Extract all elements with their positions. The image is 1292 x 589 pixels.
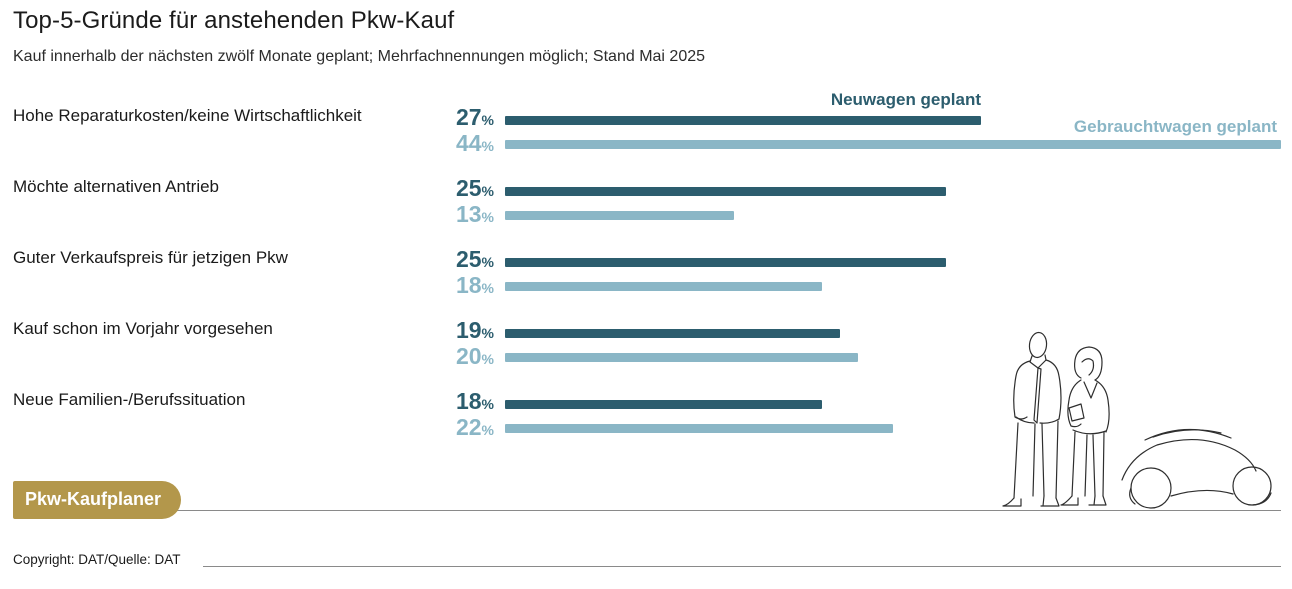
legend-gebrauchtwagen: Gebrauchtwagen geplant — [1073, 117, 1277, 136]
bar-used-car — [505, 282, 823, 291]
category-label: Neue Familien-/Berufssituation — [13, 390, 246, 409]
value-label-used: 44% — [455, 130, 494, 156]
value-label-new: 25% — [455, 175, 494, 201]
bar-used-car — [505, 211, 735, 220]
value-label-used: 20% — [455, 343, 494, 369]
page-subtitle: Kauf innerhalb der nächsten zwölf Monate… — [13, 48, 706, 65]
car-sketch — [1121, 428, 1272, 509]
chart-row: Guter Verkaufspreis für jetzigen Pkw 25% 1… — [0, 238, 1292, 309]
legend-neuwagen: Neuwagen geplant — [830, 90, 981, 109]
bar-new-car — [505, 116, 982, 125]
copyright-text: Copyright: DAT/Quelle: DAT — [13, 552, 181, 567]
couple-and-car-illustration — [1002, 331, 1272, 509]
category-label: Möchte alternativen Antrieb — [13, 177, 220, 196]
badge: Pkw-Kaufplaner — [13, 481, 182, 519]
bar-new-car — [505, 187, 946, 196]
value-label-used: 13% — [455, 201, 494, 227]
value-label-new: 25% — [455, 246, 494, 272]
bar-used-car — [505, 353, 858, 362]
value-label-used: 22% — [455, 414, 494, 440]
chart-row: Hohe Reparaturkosten/keine Wirtschaftlic… — [0, 96, 1292, 167]
bar-new-car — [505, 329, 841, 338]
category-label: Hohe Reparaturkosten/keine Wirtschaftlic… — [13, 106, 362, 125]
footer-divider — [203, 566, 1281, 567]
value-label-used: 18% — [455, 272, 494, 298]
category-label: Kauf schon im Vorjahr vorgesehen — [13, 319, 273, 338]
chart-row: Neue Familien-/Berufssituation 18% 22% — [0, 380, 1292, 451]
chart-row: Kauf schon im Vorjahr vorgesehen 19% 20% — [0, 309, 1292, 380]
bar-new-car — [505, 400, 823, 409]
ground-line — [142, 510, 1281, 511]
value-label-new: 27% — [455, 104, 494, 130]
chart-row: Möchte alternativen Antrieb 25% 13% — [0, 167, 1292, 238]
bar-used-car — [505, 140, 1281, 149]
bar-new-car — [505, 258, 946, 267]
category-label: Guter Verkaufspreis für jetzigen Pkw — [13, 248, 288, 267]
value-label-new: 19% — [455, 317, 494, 343]
bar-used-car — [505, 424, 893, 433]
woman-sketch — [1060, 346, 1110, 506]
page-title: Top-5-Gründe für anstehenden Pkw-Kauf — [13, 7, 455, 34]
man-sketch — [1002, 331, 1062, 507]
value-label-new: 18% — [455, 388, 494, 414]
